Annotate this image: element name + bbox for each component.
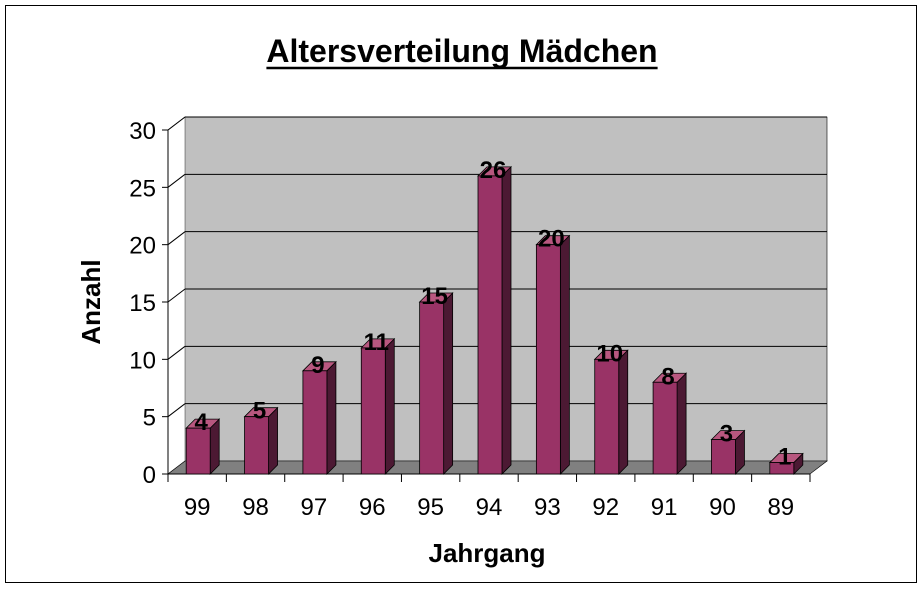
bar [593,349,629,475]
data-label: 15 [421,283,448,310]
gridline-side [167,345,186,360]
data-labels: 4 5 9 11 15 26 20 10 8 3 1 [195,157,792,471]
data-label: 5 [253,398,266,425]
x-tick-label: 92 [592,494,619,521]
bar [535,234,571,475]
bar-front [419,301,445,475]
bar [418,292,454,475]
bar-front [769,462,795,475]
bar-front [535,244,561,475]
bar [301,360,337,475]
y-axis-title: Anzahl [76,259,106,344]
gridline-side [167,403,186,418]
x-axis-title: Jahrgang [428,538,545,568]
data-label: 10 [596,340,623,367]
bar [243,406,279,475]
x-tick-label: 90 [709,494,736,521]
x-tick-label: 96 [359,494,386,521]
bar [185,418,221,475]
bar-side [209,418,220,475]
x-tick-label: 99 [184,494,211,521]
chart-title: Altersverteilung Mädchen [266,33,657,69]
bar-front [244,416,269,475]
y-tick-label: 20 [129,233,156,260]
bars [185,165,804,475]
gridline-side [167,173,186,188]
x-tick-label: 98 [242,494,269,521]
bar-side [618,349,629,475]
bar-side [326,360,337,475]
x-tick-label: 89 [767,494,794,521]
bar-front [594,358,620,475]
y-tick-label: 0 [143,462,156,489]
gridline-side [167,116,186,131]
x-tick-label: 95 [417,494,444,521]
bar [710,429,746,475]
y-tick-label: 30 [129,118,156,145]
x-tick-label: 91 [651,494,678,521]
data-label: 1 [778,444,791,471]
y-tick-label: 10 [129,347,156,374]
x-tick-label: 97 [301,494,328,521]
data-label: 26 [480,157,507,184]
bar-front [711,439,736,475]
y-tick-label: 25 [129,175,156,202]
bar-side [501,165,512,475]
bar-front [302,370,328,475]
x-tick-label: 94 [476,494,503,521]
y-tick-label: 15 [129,290,156,317]
bar [768,452,804,475]
bar-side [559,234,570,475]
gridline-side [167,288,186,303]
y-tick-label: 5 [143,405,156,432]
data-label: 8 [661,363,674,390]
bar-side [268,406,278,475]
data-label: 4 [195,409,209,436]
bar-side [443,292,454,475]
bar-side [384,337,395,475]
bar-side [676,372,687,475]
data-label: 20 [538,226,565,253]
bar [360,337,396,475]
bar-front [360,347,386,475]
bar-front [185,427,211,475]
bar [652,372,688,475]
data-label: 3 [720,421,733,448]
bar-front [652,381,678,475]
data-label: 9 [311,352,324,379]
x-tick-label: 93 [534,494,561,521]
bar-front [477,175,503,475]
bar [477,165,512,475]
data-label: 11 [364,329,389,356]
gridline-side [167,231,186,246]
